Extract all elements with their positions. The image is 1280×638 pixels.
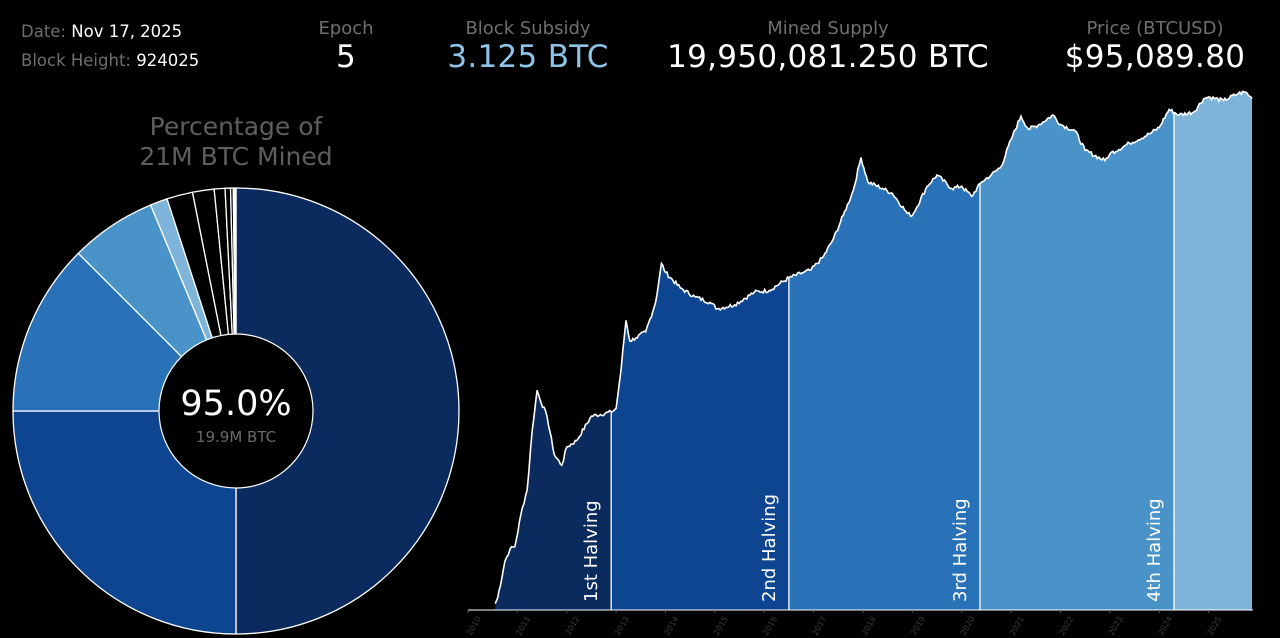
price-stat: Price (BTCUSD) $95,089.80 (1040, 18, 1270, 75)
price-value: $95,089.80 (1064, 39, 1246, 75)
date-readout: Date: Nov 17, 2025 (21, 22, 182, 41)
epoch-band-5 (1174, 91, 1252, 610)
block-subsidy-label: Block Subsidy (465, 18, 591, 39)
x-tick-label-2017: 2017 (811, 615, 829, 637)
pie-title-line-1: Percentage of (149, 112, 323, 141)
mined-supply-label: Mined Supply (767, 18, 889, 39)
x-tick-label-2015: 2015 (712, 615, 730, 637)
halving-label-1: 1st Halving (581, 500, 602, 602)
epoch-label: Epoch (318, 18, 374, 39)
block-height-label: Block Height: (21, 51, 131, 70)
mined-supply-stat: Mined Supply 19,950,081.250 BTC (648, 18, 1008, 75)
x-tick-label-2016: 2016 (761, 615, 779, 637)
x-tick-label-2010: 2010 (465, 615, 483, 637)
x-tick-label-2020: 2020 (959, 615, 977, 637)
pie-center-percentage: 95.0% (180, 384, 291, 424)
pie-center-amount: 19.9M BTC (196, 428, 276, 446)
date-value: Nov 17, 2025 (71, 22, 183, 41)
price-label: Price (BTCUSD) (1086, 18, 1224, 39)
block-height-value: 924025 (136, 51, 200, 70)
block-height-readout: Block Height: 924025 (21, 51, 199, 70)
halving-label-3: 3rd Halving (950, 498, 971, 602)
epoch-value: 5 (335, 39, 357, 75)
pie-slice-1 (235, 187, 460, 635)
x-tick-label-2018: 2018 (860, 615, 878, 637)
x-tick-label-2021: 2021 (1008, 615, 1026, 637)
date-label: Date: (21, 22, 66, 41)
price-area-chart: 1st Halving 2nd Halving 3rd Halving 4th Hal… (465, 90, 1253, 637)
halving-label-2: 2nd Halving (759, 494, 780, 602)
block-subsidy-value: 3.125 BTC (447, 39, 609, 75)
x-tick-label-2023: 2023 (1107, 615, 1125, 637)
pie-title-line-2: 21M BTC Mined (139, 142, 333, 171)
halving-label-4: 4th Halving (1144, 498, 1165, 602)
x-tick-label-2025: 2025 (1206, 615, 1224, 637)
x-tick-label-2014: 2014 (662, 615, 680, 637)
epoch-band-4 (979, 91, 1175, 610)
x-tick-label-2022: 2022 (1057, 615, 1075, 637)
mined-supply-value: 19,950,081.250 BTC (667, 39, 989, 75)
block-subsidy-stat: Block Subsidy 3.125 BTC (418, 18, 638, 75)
price-line (494, 90, 1253, 604)
epoch-stat: Epoch 5 (296, 18, 396, 75)
pie-chart-title: Percentage of 21M BTC Mined (86, 112, 386, 172)
pie-slice-2 (12, 410, 237, 635)
pie-chart (12, 187, 460, 635)
x-tick-label-2011: 2011 (514, 615, 532, 637)
pie-center-hole (158, 333, 314, 489)
pie-center: 95.0% 19.9M BTC (158, 333, 314, 489)
x-tick-label-2024: 2024 (1156, 615, 1174, 637)
x-tick-label-2013: 2013 (613, 615, 631, 637)
x-tick-label-2019: 2019 (909, 615, 927, 637)
x-tick-label-2012: 2012 (564, 615, 582, 637)
